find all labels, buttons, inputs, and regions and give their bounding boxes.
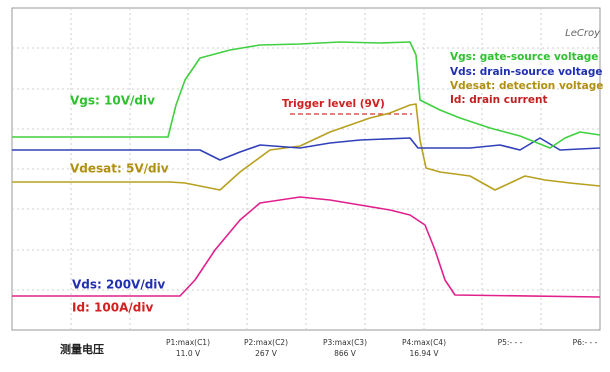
measure-value: 16.94 V [410,349,440,358]
brand: LeCroy [565,28,601,39]
footer-label: 测量电压 [60,342,104,356]
measure-value: 866 V [334,349,357,358]
measure-name: P4:max(C4) [402,338,446,347]
measure-name: P2:max(C2) [244,338,288,347]
trigger-label: Trigger level (9V) [282,98,385,110]
scale-vgs: Vgs: 10V/div [70,94,155,108]
scale-vds: Vds: 200V/div [72,278,165,292]
scale-vdesat: Vdesat: 5V/div [70,162,169,176]
measure-name: P6:- - - [573,338,598,347]
scale-id: Id: 100A/div [72,301,153,315]
scope-screen: LeCroy Vgs: gate-source voltage Vds: dra… [0,0,610,372]
measure-name: P1:max(C1) [166,338,210,347]
legend-vds: Vds: drain-source voltage [450,66,602,78]
legend-vgs: Vgs: gate-source voltage [450,51,598,63]
measure-name: P5:- - - [498,338,523,347]
legend-vdesat: Vdesat: detection voltage [450,80,603,92]
legend-id: Id: drain current [450,94,547,106]
measure-name: P3:max(C3) [323,338,367,347]
measure-value: 11.0 V [176,349,201,358]
measure-value: 267 V [255,349,278,358]
